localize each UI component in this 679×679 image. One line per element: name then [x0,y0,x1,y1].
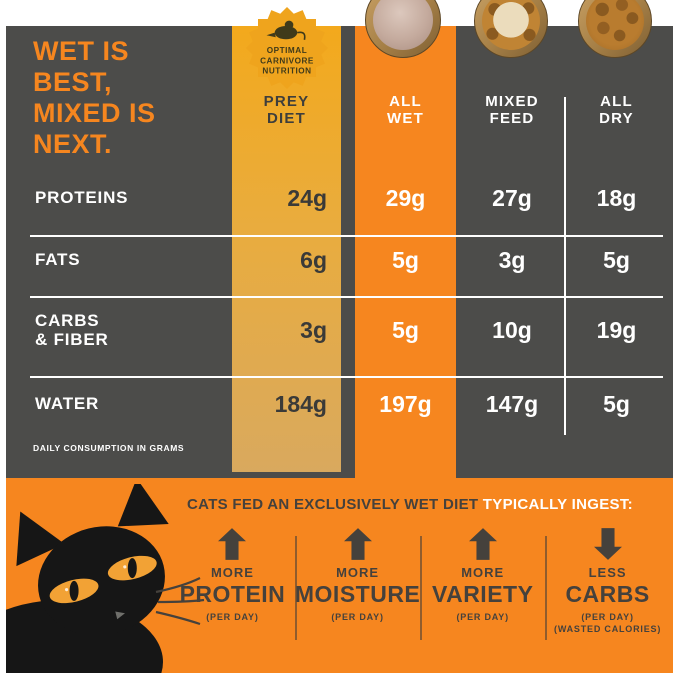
benefit-qualifier: MORE [461,565,505,580]
value-water-mixed: 147g [485,391,539,417]
value-proteins-prey: 24g [287,185,327,211]
wet-food-bowl-image [365,0,441,58]
benefit-qualifier: MORE [336,565,380,580]
table-footnote: DAILY CONSUMPTION IN GRAMS [33,443,185,453]
row-label-proteins: PROTEINS [35,188,129,207]
column-header-line: PREY [263,93,310,110]
tagline-line: BEST, [33,67,113,97]
arrow-up-icon [468,528,497,560]
benefit-more-protein: MORE PROTEIN (PER DAY) [170,528,295,653]
headline-rest: TYPICALLY INGEST: [478,496,633,513]
row-separator [30,376,663,378]
row-label-line: & FIBER [35,330,109,349]
benefit-word: CARBS [565,581,650,607]
column-header-prey-diet: PREY DIET [232,93,341,127]
row-label-fats: FATS [35,250,81,269]
value-carbs-wet: 5g [392,317,419,343]
benefit-divider [545,536,547,640]
value-fats-prey: 6g [300,247,327,273]
value-water-prey: 184g [274,391,327,417]
benefit-sub: (PER DAY) [206,612,259,622]
optimal-nutrition-badge: OPTIMAL CARNIVORE NUTRITION [245,6,329,90]
column-header-line: FEED [489,110,535,127]
benefit-more-variety: MORE VARIETY (PER DAY) [420,528,545,653]
value-carbs-dry: 19g [596,317,637,343]
benefit-sub: (PER DAY) [581,612,634,622]
benefit-word: PROTEIN [179,581,286,607]
benefit-qualifier: LESS [588,565,627,580]
column-header-mixed-feed: MIXED FEED [459,93,565,127]
benefits-list: MORE PROTEIN (PER DAY) MORE MOISTURE (PE… [170,528,670,653]
value-proteins-dry: 18g [596,185,637,211]
bottom-headline: CATS FED AN EXCLUSIVELY WET DIET TYPICAL… [150,496,670,513]
all-wet-column-background [355,26,456,478]
badge-text-line: CARNIVORE [260,56,314,65]
mouse-icon [266,20,306,40]
column-header-line: DRY [599,110,634,127]
value-carbs-mixed: 10g [492,317,532,343]
tagline-line: NEXT. [33,129,113,159]
tagline-line: MIXED IS [33,98,156,128]
benefit-less-carbs: LESS CARBS (PER DAY) (WASTED CALORIES) [545,528,670,653]
dry-kibble-content [586,0,644,50]
value-proteins-wet: 29g [385,185,426,211]
value-proteins-mixed: 27g [492,185,532,211]
wet-food-pate [373,0,433,50]
benefit-divider [295,536,297,640]
row-separator [30,296,663,298]
column-header-line: DIET [267,110,306,127]
starburst-seal-icon: OPTIMAL CARNIVORE NUTRITION [246,7,328,89]
benefit-qualifier: MORE [210,565,254,580]
benefit-sub: (PER DAY) [456,612,509,622]
benefit-word: MOISTURE [294,581,421,607]
benefit-word: VARIETY [431,581,534,607]
badge-text-line: NUTRITION [262,67,311,76]
column-header-all-dry: ALL DRY [568,93,665,127]
value-fats-wet: 5g [392,247,419,273]
cat-nose [115,611,125,620]
value-fats-dry: 5g [603,247,630,273]
column-header-all-wet: ALL WET [355,93,456,127]
arrow-up-icon [218,528,247,560]
benefit-sub: (PER DAY) [331,612,384,622]
benefit-more-moisture: MORE MOISTURE (PER DAY) [295,528,420,653]
column-separator [564,97,566,435]
column-header-line: ALL [600,93,633,110]
headline-bold: CATS FED AN EXCLUSIVELY WET DIET [187,496,479,513]
mixed-food-content [482,0,540,50]
row-label-water: WATER [35,394,100,413]
mixed-food-bowl-image [474,0,548,58]
value-carbs-prey: 3g [300,317,327,343]
value-water-dry: 5g [603,391,630,417]
column-header-line: WET [387,110,424,127]
benefit-sub2: (WASTED CALORIES) [554,624,662,634]
value-fats-mixed: 3g [498,247,526,273]
value-water-wet: 197g [379,391,432,417]
cat-whiskers [155,577,205,626]
arrow-down-icon [593,528,622,560]
row-separator [30,235,663,237]
black-cat-illustration [6,484,205,673]
benefit-divider [420,536,422,640]
dry-food-bowl-image [578,0,652,58]
badge-text-line: OPTIMAL [267,46,307,55]
column-header-line: ALL [389,93,422,110]
tagline-line: WET IS [33,36,129,66]
page-title: WET IS BEST, MIXED IS NEXT. [33,36,156,160]
column-header-line: MIXED [485,93,539,110]
prey-diet-column-background [232,26,341,472]
row-label-carbs: CARBS & FIBER [35,311,109,349]
arrow-up-icon [343,528,372,560]
row-label-line: CARBS [35,311,100,330]
